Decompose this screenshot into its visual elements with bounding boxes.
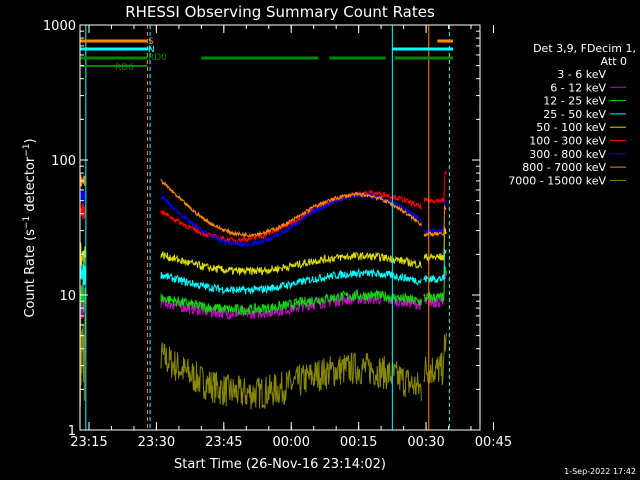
x-tick-label: 00:45: [475, 435, 512, 450]
y-axis-label-end: ): [23, 138, 38, 143]
y-tick-label: 100: [51, 154, 76, 169]
chart-title: RHESSI Observing Summary Count Rates: [125, 3, 435, 21]
series-line: [80, 226, 447, 277]
x-tick-label: 23:30: [138, 435, 175, 450]
legend-entry: 12 - 25 keV: [543, 95, 606, 108]
y-tick-label: 1: [68, 424, 76, 439]
y-axis-label-exp2: −1: [22, 143, 32, 156]
x-tick-label: 00:00: [273, 435, 310, 450]
legend-entry: 300 - 800 keV: [529, 148, 606, 161]
x-tick-label: 23:45: [205, 435, 242, 450]
axes: 1 10 100 1000 23:15 23:30 23:45 00:00 00:15 00:30…: [43, 19, 512, 450]
y-axis-label-main: Count Rate (s: [23, 229, 38, 318]
legend-entry: 100 - 300 keV: [529, 135, 606, 148]
legend-header-line-1: Det 3,9, FDecim 1,: [533, 42, 636, 55]
series-line: [80, 248, 447, 296]
plot-frame: [79, 24, 481, 431]
y-tick-label: 10: [59, 289, 76, 304]
series-line: [80, 146, 447, 180]
y-axis-label-exp1: −1: [22, 216, 32, 229]
flag-label-rd6: RD6: [115, 63, 134, 73]
flag-label-s: S: [148, 37, 154, 47]
legend-entry: 25 - 50 keV: [543, 108, 606, 121]
series-line: [80, 266, 447, 316]
x-tick-label: 00:15: [340, 435, 377, 450]
y-axis-label: Count Rate (s−1 detector−1): [22, 138, 38, 317]
x-tick-label: 00:30: [407, 435, 444, 450]
x-tick-label: 23:15: [70, 435, 107, 450]
legend-entry: 800 - 7000 keV: [522, 161, 606, 174]
legend-entry: 6 - 12 keV: [550, 81, 606, 94]
legend-entry: 3 - 6 keV: [557, 68, 606, 81]
flag-label-rd0: RD0: [148, 53, 167, 63]
x-axis-label: Start Time (26-Nov-16 23:14:02): [174, 457, 386, 472]
legend-entry: 50 - 100 keV: [536, 121, 606, 134]
plot-timestamp: 1-Sep-2022 17:42: [564, 467, 636, 476]
legend-header-line-2: Att 0: [601, 55, 627, 68]
series-line: [80, 171, 447, 244]
y-axis-label-mid: detector: [23, 156, 38, 216]
legend-entry: 7000 - 15000 keV: [508, 174, 606, 187]
flag-label-n: N: [148, 45, 155, 55]
series-line: [80, 312, 447, 410]
y-tick-label: 1000: [43, 19, 76, 34]
